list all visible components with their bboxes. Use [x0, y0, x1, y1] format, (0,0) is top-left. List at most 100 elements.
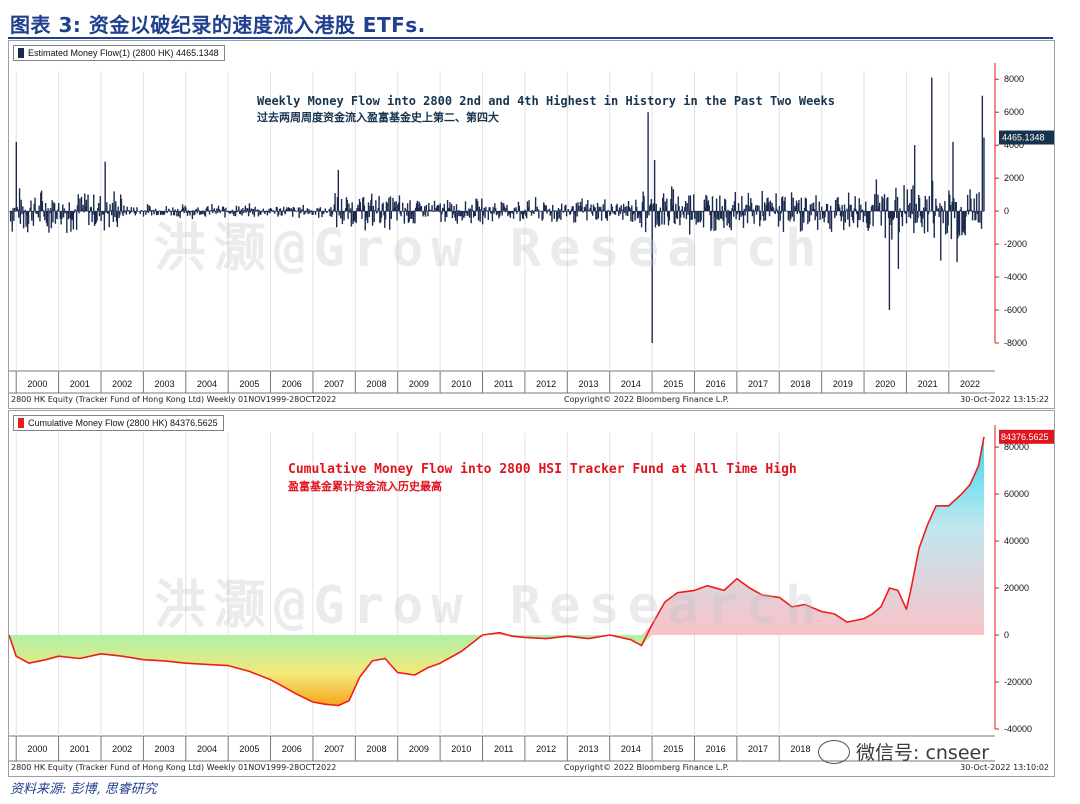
weekly-bar — [20, 199, 22, 212]
weekly-bar — [583, 206, 586, 212]
y-tick-label: -6000 — [1004, 305, 1027, 315]
weekly-bar — [238, 211, 241, 214]
weekly-bar — [357, 207, 360, 212]
weekly-bar — [221, 206, 224, 212]
weekly-bar — [795, 200, 798, 212]
weekly-bar — [782, 211, 785, 232]
weekly-bar — [37, 211, 40, 218]
weekly-bar — [781, 197, 783, 212]
weekly-bar — [312, 211, 314, 215]
weekly-bar — [599, 208, 601, 212]
weekly-bar — [694, 211, 697, 213]
weekly-bar — [956, 211, 958, 263]
weekly-bar — [119, 211, 121, 216]
weekly-bar — [837, 197, 839, 212]
weekly-bar — [73, 211, 75, 214]
weekly-bar — [579, 201, 582, 212]
weekly-bar — [961, 211, 963, 236]
x-tick-label: 2011 — [494, 744, 513, 754]
weekly-bar — [33, 203, 35, 212]
positive-area — [9, 436, 984, 636]
weekly-bar — [861, 209, 864, 212]
weekly-bar — [620, 205, 622, 212]
weekly-bar — [383, 211, 385, 216]
weekly-bar — [677, 196, 679, 212]
weekly-bar — [600, 211, 603, 221]
weekly-bar — [456, 211, 459, 224]
weekly-bar — [132, 207, 135, 212]
weekly-bar — [93, 211, 96, 226]
weekly-bar — [163, 211, 166, 214]
weekly-bar — [794, 207, 797, 212]
weekly-bar — [690, 211, 693, 220]
weekly-bar — [873, 204, 875, 212]
weekly-bar — [199, 211, 201, 215]
weekly-bar — [854, 196, 856, 212]
weekly-bar — [885, 209, 887, 212]
weekly-bar — [341, 211, 344, 225]
weekly-bar — [842, 211, 844, 217]
weekly-bar — [345, 197, 348, 212]
weekly-bar — [544, 206, 547, 212]
weekly-bar — [507, 211, 510, 214]
weekly-bar — [853, 208, 856, 212]
weekly-bar — [471, 204, 473, 212]
weekly-bar — [370, 200, 372, 212]
weekly-bar — [284, 211, 287, 215]
weekly-bar — [796, 211, 798, 214]
weekly-bar — [576, 211, 578, 217]
weekly-bar — [331, 211, 334, 215]
weekly-bar — [759, 211, 761, 227]
weekly-bar — [197, 207, 199, 212]
weekly-bar — [846, 208, 848, 212]
source-note: 资料来源: 彭博, 思睿研究 — [10, 782, 157, 797]
weekly-bar — [422, 211, 424, 217]
weekly-bar — [660, 211, 662, 213]
weekly-bar — [715, 198, 718, 212]
weekly-bar — [605, 211, 607, 218]
weekly-bar — [732, 204, 734, 212]
weekly-bar — [942, 211, 944, 224]
weekly-bar — [542, 211, 544, 220]
weekly-bar — [144, 210, 146, 212]
weekly-bar — [515, 207, 517, 212]
weekly-bar — [468, 211, 471, 218]
weekly-bar — [189, 211, 191, 216]
weekly-bar — [877, 194, 879, 212]
weekly-bar — [891, 211, 893, 240]
weekly-bar — [679, 211, 681, 226]
weekly-bar — [48, 211, 50, 233]
weekly-bar — [732, 211, 735, 217]
weekly-flow-chart: 8000 6000 4000 2000 0 -2000 -4000 -6000 -8000 200… — [9, 63, 1054, 394]
weekly-bar — [962, 211, 964, 233]
weekly-bar — [926, 199, 928, 212]
weekly-bar — [179, 211, 181, 218]
weekly-bar — [713, 211, 715, 232]
weekly-bar — [122, 211, 124, 217]
weekly-bar — [359, 202, 362, 212]
weekly-bar — [439, 203, 441, 212]
weekly-bar — [685, 211, 688, 220]
weekly-bar — [717, 211, 719, 220]
weekly-bar — [387, 211, 389, 212]
weekly-bar — [142, 211, 145, 217]
weekly-bar — [448, 207, 450, 212]
weekly-bar — [513, 207, 516, 212]
weekly-bar — [291, 208, 293, 212]
weekly-bar — [640, 211, 643, 228]
weekly-bar — [905, 211, 908, 224]
weekly-bar — [35, 211, 37, 214]
weekly-bar — [850, 204, 852, 212]
legend-label: Cumulative Money Flow (2800 HK) 84376.56… — [28, 418, 218, 428]
weekly-bar — [627, 211, 629, 217]
title-rule — [8, 37, 1053, 39]
weekly-bar — [913, 211, 915, 234]
weekly-bar — [631, 205, 633, 212]
weekly-bar — [821, 206, 823, 212]
weekly-bar — [150, 211, 153, 216]
weekly-bar — [53, 203, 56, 212]
weekly-bar — [607, 209, 609, 212]
weekly-bar — [379, 211, 381, 224]
weekly-bar — [649, 205, 651, 212]
legend-swatch — [18, 418, 24, 428]
